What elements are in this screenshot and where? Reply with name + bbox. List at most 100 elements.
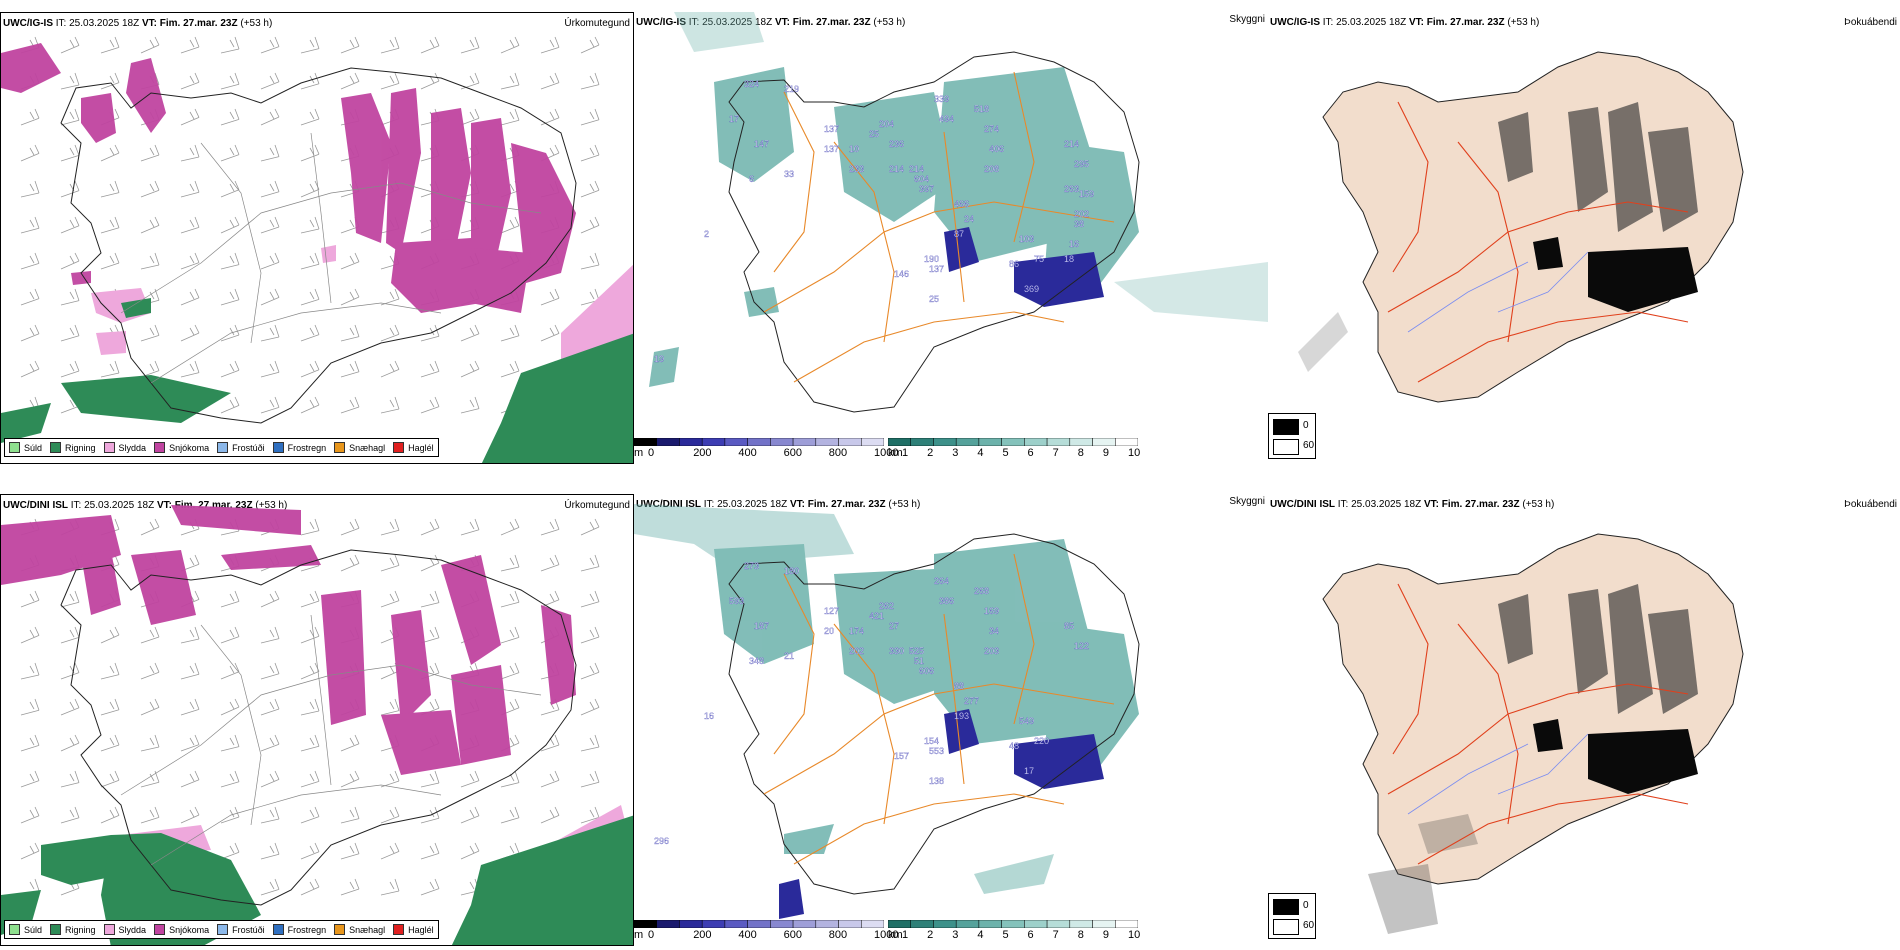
ceiling-value-label: 48 — [1009, 741, 1019, 751]
ceiling-value-label: 103 — [1019, 234, 1034, 244]
visibility-colorbar-swatches — [887, 437, 1139, 447]
ceiling-value-label: 233 — [849, 164, 864, 174]
low-ceiling-areas — [779, 709, 1104, 919]
ceiling-value-label: 51 — [914, 656, 924, 666]
colorbar-swatch — [770, 437, 794, 447]
ceiling-visibility-map-row2: UWC/DINI ISL IT: 25.03.2025 18Z VT: Fim.… — [634, 494, 1268, 946]
ceiling-value-label: 273 — [744, 561, 759, 571]
colorbar-swatch — [724, 437, 748, 447]
ceiling-value-label: 16 — [1069, 239, 1079, 249]
colorbar-tick: 800 — [828, 929, 848, 941]
ceiling-value-label: 27 — [889, 621, 899, 631]
legend-item: Snæhagl — [334, 442, 385, 453]
ceiling-value-label: 174 — [849, 626, 864, 636]
ceiling-value-label: 180 — [784, 566, 799, 576]
ceiling-value-label: 190 — [924, 254, 939, 264]
colorbar-tick: 5 — [1002, 929, 1009, 941]
colorbar-swatch — [887, 437, 911, 447]
iceland-land — [1322, 533, 1744, 885]
colorbar-swatch — [1001, 919, 1025, 929]
ceiling-value-label: 147 — [754, 139, 769, 149]
colorbar-swatch — [1092, 437, 1116, 447]
fog-legend-swatch — [1273, 899, 1299, 915]
ceiling-value-label: 518 — [974, 104, 989, 114]
ceiling-value-label: 187 — [754, 621, 769, 631]
iceland-land — [1322, 51, 1744, 403]
ceiling-value-label: 193 — [954, 711, 969, 721]
snow-areas — [1, 505, 576, 775]
legend-item: Súld — [9, 924, 42, 935]
panel-name: Þokuábendi — [1844, 499, 1897, 510]
ceiling-value-label: 202 — [1074, 209, 1089, 219]
legend-item: Súld — [9, 442, 42, 453]
legend-item: Snæhagl — [334, 924, 385, 935]
colorbar-tick: 400 — [738, 929, 757, 941]
colorbar-swatch — [1024, 437, 1048, 447]
panel-name: Skyggni — [1229, 496, 1265, 507]
colorbar-swatch — [634, 919, 657, 929]
colorbar-tick: 4 — [977, 447, 984, 459]
visibility-colorbar: km 1 2 3 4 5 6 7 8 9 10 — [887, 437, 1140, 461]
colorbar-tick: 400 — [738, 447, 757, 459]
colorbar-swatch — [1115, 437, 1139, 447]
colorbar-tick: 10 — [1128, 929, 1141, 941]
precip-type-map-row1: UWC/IG-IS IT: 25.03.2025 18Z VT: Fim. 27… — [0, 12, 634, 464]
precip-legend: Súld Rigning Slydda Snjókoma Frostúði Fr… — [4, 438, 439, 457]
precip-legend: Súld Rigning Slydda Snjókoma Frostúði Fr… — [4, 920, 439, 939]
colorbar-swatch — [978, 437, 1002, 447]
colorbar-swatch — [747, 437, 771, 447]
iceland-outline — [60, 549, 577, 906]
legend-item: Snjókoma — [154, 924, 209, 935]
panel-name: Úrkomutegund — [564, 500, 630, 511]
fog-legend-swatch — [1273, 439, 1299, 455]
colorbar-swatch — [679, 437, 703, 447]
legend-item: Rigning — [50, 924, 96, 935]
panel-name: Þokuábendi — [1844, 17, 1897, 28]
ceiling-value-label: 330 — [889, 646, 904, 656]
colorbar-tick: 4 — [977, 929, 984, 941]
roads — [763, 71, 1115, 383]
colorbar-tick: 800 — [828, 447, 848, 459]
map-title: UWC/DINI ISL IT: 25.03.2025 18Z VT: Fim.… — [1270, 499, 1555, 510]
fog-shading — [1368, 584, 1698, 934]
ceiling-value-label: 75 — [1034, 254, 1044, 264]
colorbar-tick: 1000 — [874, 929, 899, 941]
colorbar-tick: 600 — [783, 929, 802, 941]
wind-barbs — [20, 36, 600, 414]
colorbar-swatch — [1069, 919, 1093, 929]
roads — [1387, 583, 1689, 865]
colorbar-tick: 1 — [902, 447, 909, 459]
fog-core — [1533, 237, 1698, 312]
ceiling-value-label: 214 — [889, 164, 904, 174]
ceiling-value-label: 236 — [889, 139, 904, 149]
colorbar-tick: 1000 — [874, 447, 899, 459]
colorbar-swatch — [1001, 437, 1025, 447]
ceiling-value-label: 157 — [894, 751, 909, 761]
colorbar-tick: 8 — [1077, 929, 1084, 941]
iceland-outline — [60, 67, 577, 424]
fog-legend-row1: 0 60 — [1268, 413, 1316, 459]
colorbar-swatch — [1092, 919, 1116, 929]
ceiling-value-label: 214 — [909, 164, 924, 174]
ceiling-value-label: 220 — [1034, 736, 1049, 746]
ceiling-value-label: 17 — [729, 114, 739, 124]
roads — [763, 553, 1115, 865]
panel-name: Skyggni — [1229, 14, 1265, 25]
ceiling-value-label: 324 — [744, 79, 759, 89]
colorbar-swatch — [656, 437, 680, 447]
colorbar-tick: 9 — [1102, 447, 1109, 459]
ceiling-value-label: 295 — [1074, 159, 1089, 169]
colorbar-swatch — [1046, 919, 1071, 929]
ceiling-value-label: 208 — [984, 164, 999, 174]
ceiling-value-label: 549 — [1019, 716, 1034, 726]
colorbar-swatch — [701, 919, 726, 929]
ceiling-value-label: 137 — [929, 264, 944, 274]
fog-legend-label: 0 — [1303, 900, 1309, 911]
ceiling-value-label: 169 — [984, 606, 999, 616]
colorbar-swatch — [978, 919, 1002, 929]
ceiling-value-label: 10 — [849, 144, 859, 154]
ceiling-value-label: 34 — [989, 626, 999, 636]
colorbar-swatch — [634, 437, 657, 447]
